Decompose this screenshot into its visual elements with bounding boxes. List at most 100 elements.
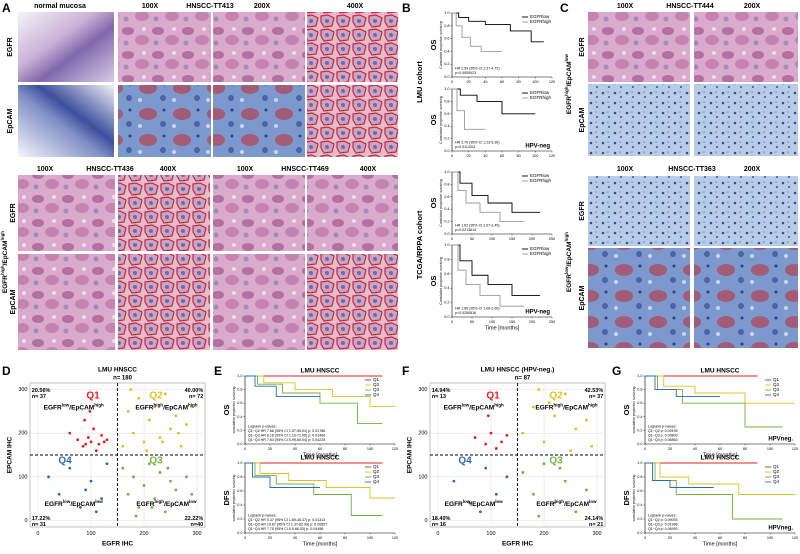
micrograph <box>18 254 115 350</box>
chart-subtitle: n= 87 <box>515 376 531 382</box>
point <box>132 431 135 435</box>
y-tick-label: 0.4 <box>444 207 449 211</box>
group-label: EGFRhigh/EpCAMhigh <box>0 231 9 293</box>
label-part: EGFR <box>44 404 62 411</box>
legend-label: EGFRhigh <box>530 19 552 24</box>
legend-label: Q2 <box>773 382 780 387</box>
micrograph <box>213 85 305 157</box>
label-part: high <box>153 402 163 407</box>
label-part: EGFR <box>444 404 462 411</box>
point <box>161 440 164 444</box>
x-tick-label: 0 <box>36 531 39 537</box>
point <box>137 396 141 400</box>
quadrant-percent: 14.94% <box>432 388 451 394</box>
annotation: Q1~Q3 HR 8.16 (95% CI 1.10-71.05) p: 0.0… <box>248 433 325 437</box>
group-label: EGFRlow/EpCAMhigh <box>564 232 573 292</box>
x-tick-label: 60 <box>500 80 504 84</box>
y-tick-label: 0.8 <box>444 99 449 103</box>
point <box>147 462 151 466</box>
point <box>486 414 490 418</box>
y-axis-label: Cumulative proportion surviving <box>439 257 443 305</box>
label-part: low <box>462 402 470 407</box>
x-tick-label: 120 <box>792 447 798 451</box>
quadrant-name: Q2 <box>549 391 563 402</box>
km-curve <box>245 462 320 488</box>
row-label: EGFR <box>10 203 17 222</box>
x-axis-title: Time [months] <box>303 541 338 547</box>
label-part: low <box>463 499 471 504</box>
column-header: 100X <box>617 166 634 173</box>
y-tick-label: 1.0 <box>444 11 449 15</box>
x-tick-label: 80 <box>343 447 347 451</box>
y-tick-label: 1.0 <box>637 374 642 378</box>
point <box>145 449 149 453</box>
y-axis-title: OS <box>429 115 438 126</box>
point <box>105 438 109 442</box>
quadrant-label: EGFRlow/EpCAMhigh <box>444 402 504 411</box>
annotation: Q1~Q3 p: 0.01996 <box>648 522 678 526</box>
label-part: EGFR <box>2 275 9 293</box>
y-axis-title: OS <box>429 40 438 51</box>
annotation: HR 1.62 (95% CI 1.07-2.45) <box>455 223 500 227</box>
label-part: low <box>564 53 569 61</box>
point <box>553 414 557 418</box>
point <box>489 431 493 435</box>
column-header: HNSCC-TT444 <box>666 3 714 10</box>
x-tick-label: 60 <box>718 536 722 540</box>
label-part: /EpCAM <box>70 501 95 508</box>
micrograph <box>118 12 211 82</box>
y-tick-label: 0.8 <box>444 182 449 186</box>
label-part: high <box>0 231 5 241</box>
annotation: HR 2.70 (95% CI 1.23-6.36) <box>455 140 500 144</box>
point <box>484 466 488 470</box>
label-part: /EpCAM <box>566 61 573 86</box>
quadrant-label: EGFRhigh/EpCAMhigh <box>535 402 597 411</box>
x-tick-label: 0 <box>451 80 453 84</box>
annotation: Q1~Q4 p: 0.06993 <box>648 527 678 531</box>
annotation: Q1~Q2 p: 0.09195 <box>648 429 678 433</box>
point <box>169 427 172 431</box>
point <box>569 449 572 453</box>
label-part: /EpCAM <box>2 241 9 266</box>
point <box>121 444 125 448</box>
annotation: Q1~Q2 HR 7.66 (95% CI 1.07-55.01) p: 0.0… <box>248 429 325 433</box>
label-part: EGFR <box>135 404 153 411</box>
column-header: 200X <box>744 3 761 10</box>
y-tick-label: 1.0 <box>637 461 642 465</box>
x-tick-label: 200 <box>139 531 148 537</box>
subset-tag: HPVneg. <box>768 526 793 532</box>
y-tick-label: 1.0 <box>237 374 242 378</box>
point <box>134 514 138 518</box>
point <box>84 442 88 446</box>
label-part: high <box>154 499 164 504</box>
row-label: EpCAM <box>7 108 14 133</box>
x-tick-label: 100 <box>767 536 773 540</box>
y-tick-label: 0.0 <box>637 442 642 446</box>
micrograph <box>213 254 305 350</box>
y-tick-label: 300 <box>418 387 427 393</box>
y-tick-label: 0.0 <box>237 442 242 446</box>
subset-tag: HPVneg. <box>768 437 793 443</box>
y-tick-label: 0.0 <box>637 531 642 535</box>
micrograph <box>307 85 398 157</box>
y-tick-label: 0.4 <box>637 503 642 507</box>
y-axis-title: DFS <box>622 491 631 506</box>
y-tick-label: 0.2 <box>444 62 449 66</box>
point <box>158 436 162 439</box>
row-label: EpCAM <box>579 285 586 310</box>
annotation: p=0.0114311 <box>455 145 476 149</box>
x-axis-title: Time [months] <box>303 452 338 458</box>
micrograph <box>694 176 798 246</box>
legend-label: Q4 <box>373 479 380 484</box>
quadrant-percent: 22.22% <box>185 516 204 522</box>
x-tick-label: 40 <box>693 536 697 540</box>
label-part: /EpCAM <box>164 501 189 508</box>
legend-label: EGFRhigh <box>530 178 552 183</box>
label-part: /EpCAM <box>470 501 495 508</box>
point <box>484 442 488 446</box>
micrograph <box>213 175 305 251</box>
label-part: high <box>588 402 598 407</box>
label-part: high <box>564 232 569 242</box>
x-tick-label: 0 <box>644 447 646 451</box>
